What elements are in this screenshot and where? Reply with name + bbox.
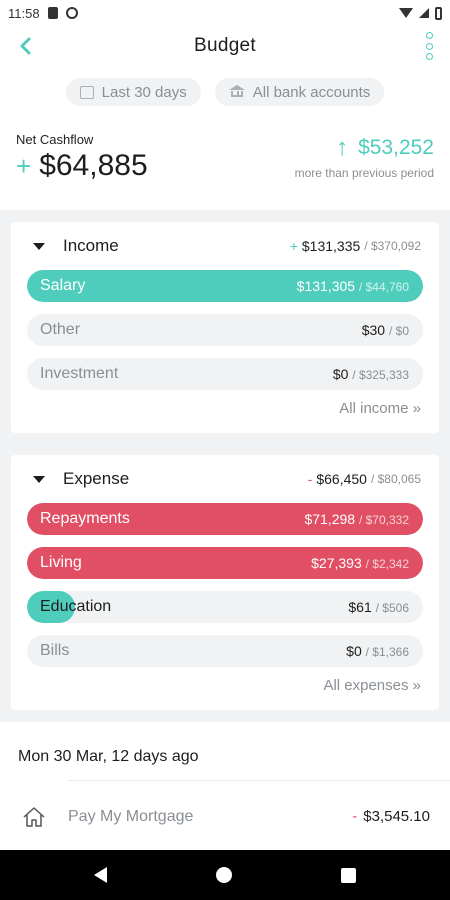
income-card: Income + $131,335 / $370,092 Salary $131… [11,222,439,433]
status-time: 11:58 [8,5,40,21]
nav-back-icon[interactable] [94,867,108,883]
transactions-date-heading: Mon 30 Mar, 12 days ago [18,748,199,765]
all-income-link[interactable]: All income » [339,400,421,417]
category-amount: $30 / $0 [361,322,409,338]
sync-icon [65,7,78,19]
category-amount: $27,393 / $2,342 [311,555,409,571]
income-title: Income [63,236,119,255]
income-header[interactable]: Income + $131,335 / $370,092 [11,222,439,270]
all-expenses-link[interactable]: All expenses » [323,677,421,694]
expense-item-repayments[interactable]: Repayments $71,298 / $70,332 [27,503,423,535]
period-filter-chip[interactable]: Last 30 days [65,78,201,106]
collapse-triangle-icon [33,475,45,483]
transaction-amount: - $3,545.10 [352,808,430,825]
category-label: Repayments [40,510,130,527]
income-sign: + [289,238,298,254]
more-options-icon[interactable] [424,32,434,60]
transaction-row[interactable]: Pay My Mortgage - $3,545.10 [0,800,450,836]
progress-fill [27,270,423,302]
battery-icon [435,6,442,20]
sd-card-icon [47,7,58,19]
income-total-budget: / $370,092 [364,239,421,253]
income-item-salary[interactable]: Salary $131,305 / $44,760 [27,270,423,302]
net-cashflow-summary: Net Cashflow + $64,885 ↑ $53,252 more th… [0,132,450,183]
house-icon [23,807,45,827]
category-label: Salary [40,277,86,294]
nav-home-icon[interactable] [215,867,232,883]
expense-sign: - [307,471,313,487]
progress-fill [27,547,423,579]
category-label: Education [40,598,112,615]
accounts-filter-label: All bank accounts [252,83,371,101]
bank-icon [228,85,245,99]
back-arrow-icon[interactable] [16,31,36,61]
period-filter-label: Last 30 days [101,83,187,101]
net-cashflow-value: + $64,885 [16,149,295,183]
status-bar: 11:58 [0,0,450,26]
category-amount: $131,305 / $44,760 [296,278,409,294]
signal-icon [419,8,429,18]
arrow-up-icon: ↑ [336,134,349,161]
net-change: ↑ $53,252 [295,136,434,160]
net-amount: $64,885 [39,149,148,182]
net-sign: + [16,150,32,181]
progress-fill [27,503,423,535]
category-amount: $71,298 / $70,332 [304,511,409,527]
expense-card: Expense - $66,450 / $80,065 Repayments $… [11,455,439,710]
calendar-icon [79,85,94,99]
income-item-other[interactable]: Other $30 / $0 [27,314,423,346]
expense-header[interactable]: Expense - $66,450 / $80,065 [11,455,439,503]
transaction-label: Pay My Mortgage [68,808,194,825]
net-change-amount: $53,252 [358,136,434,159]
category-label: Other [40,321,81,338]
collapse-triangle-icon [33,242,45,250]
expense-item-education[interactable]: Education $61 / $506 [27,591,423,623]
net-change-label: more than previous period [294,166,434,180]
expense-item-living[interactable]: Living $27,393 / $2,342 [27,547,423,579]
category-label: Investment [40,365,119,382]
income-total-amount: $131,335 [301,238,361,254]
category-amount: $61 / $506 [348,599,409,615]
category-amount: $0 / $1,366 [346,643,409,659]
income-total: + $131,335 / $370,092 [290,238,421,254]
divider [68,780,450,781]
filter-bar: Last 30 days All bank accounts [0,78,450,106]
expense-total-budget: / $80,065 [370,472,421,486]
category-label: Bills [40,642,70,659]
expense-total-amount: $66,450 [316,471,367,487]
wifi-icon [399,8,413,18]
system-nav-bar [0,850,450,900]
progress-fill [27,591,75,623]
app-bar: Budget [0,26,450,66]
nav-recents-icon[interactable] [340,867,356,883]
income-item-investment[interactable]: Investment $0 / $325,333 [27,358,423,390]
expense-total: - $66,450 / $80,065 [308,471,421,487]
net-cashflow-label: Net Cashflow [16,132,94,147]
expense-item-bills[interactable]: Bills $0 / $1,366 [27,635,423,667]
category-amount: $0 / $325,333 [332,366,409,382]
category-label: Living [40,554,82,571]
accounts-filter-chip[interactable]: All bank accounts [214,78,385,106]
expense-title: Expense [63,469,130,488]
page-title: Budget [193,35,257,56]
